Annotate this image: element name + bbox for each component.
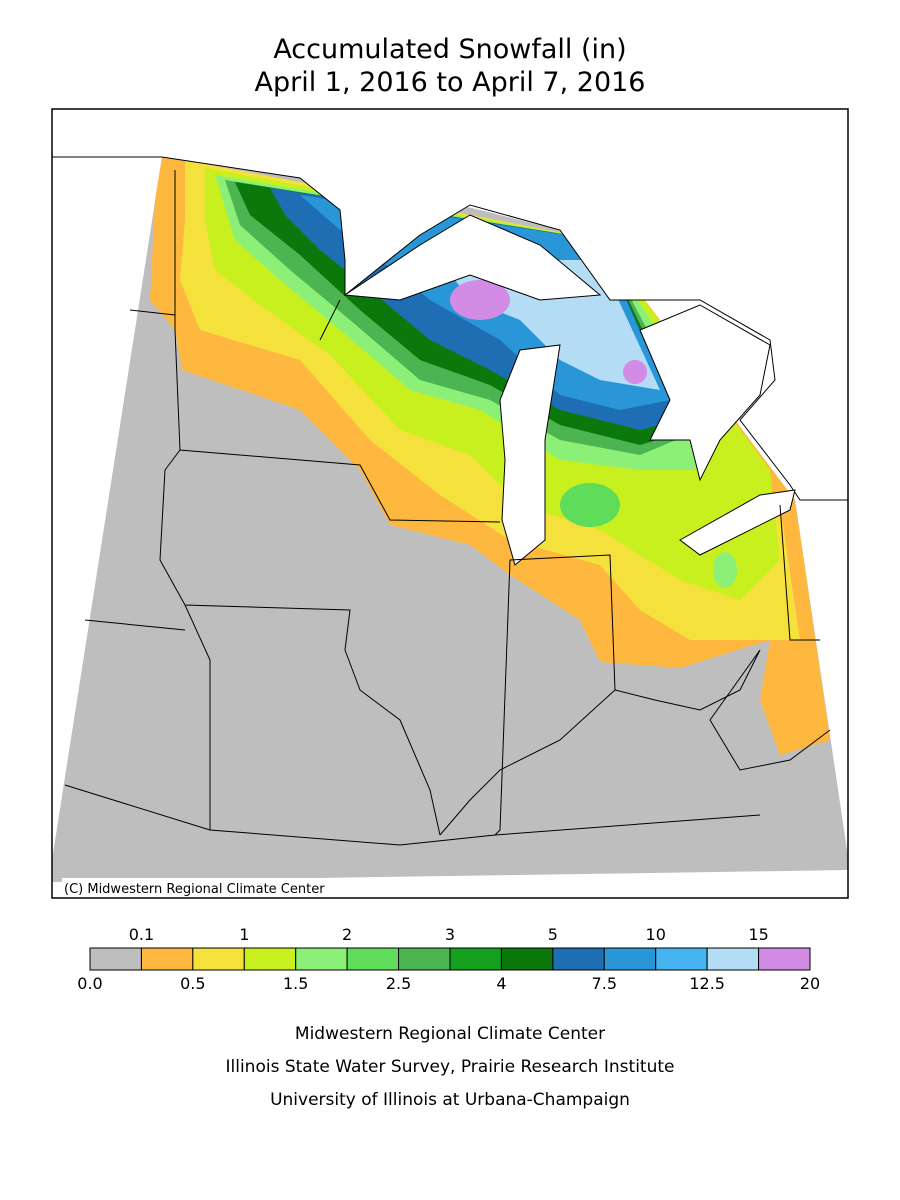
copyright: (C) Midwestern Regional Climate Center bbox=[64, 882, 325, 897]
legend-swatch bbox=[295, 947, 348, 971]
legend-swatch bbox=[346, 947, 400, 971]
legend-label: 2 bbox=[342, 925, 352, 944]
lake-michigan bbox=[499, 344, 561, 566]
lake-huron bbox=[639, 304, 771, 482]
footer-line: University of Illinois at Urbana-Champai… bbox=[270, 1090, 630, 1110]
legend-label: 20 bbox=[800, 974, 820, 993]
footer: Midwestern Regional Climate Center Illino… bbox=[226, 1024, 675, 1110]
copyright-box bbox=[62, 878, 338, 898]
region-green-spot bbox=[713, 552, 737, 588]
title: Accumulated Snowfall (in) bbox=[273, 34, 626, 65]
legend-label: 3 bbox=[445, 925, 455, 944]
legend-label: 5 bbox=[548, 925, 558, 944]
legend-label: 2.5 bbox=[386, 974, 411, 993]
legend-swatch bbox=[552, 947, 605, 971]
legend-label: 0.5 bbox=[180, 974, 205, 993]
region-green-spot bbox=[560, 483, 620, 527]
legend: 0.0 0.1 0.5 1 1.5 2 2.5 3 4 5 7.5 10 12.5 15 20 bbox=[77, 925, 820, 993]
legend-swatch bbox=[500, 947, 554, 971]
legend-swatch bbox=[603, 947, 657, 971]
legend-swatch bbox=[655, 947, 708, 971]
legend-label: 15 bbox=[748, 925, 768, 944]
legend-swatch bbox=[449, 947, 502, 971]
legend-label: 10 bbox=[646, 925, 666, 944]
legend-label: 7.5 bbox=[592, 974, 617, 993]
lake-erie bbox=[679, 489, 796, 556]
region-violet bbox=[450, 280, 510, 320]
legend-label: 12.5 bbox=[689, 974, 725, 993]
legend-swatch bbox=[758, 947, 811, 971]
legend-swatch bbox=[243, 947, 297, 971]
legend-label: 0.0 bbox=[77, 974, 102, 993]
legend-swatch bbox=[398, 947, 451, 971]
state-borders bbox=[64, 170, 831, 846]
canada bbox=[52, 109, 848, 501]
legend-swatch bbox=[140, 947, 194, 971]
region-violet bbox=[623, 360, 647, 384]
legend-label: 1 bbox=[239, 925, 249, 944]
legend-label: 4 bbox=[496, 974, 506, 993]
map: (C) Midwestern Regional Climate Center bbox=[51, 108, 849, 899]
footer-line: Illinois State Water Survey, Prairie Res… bbox=[226, 1057, 675, 1077]
subtitle: April 1, 2016 to April 7, 2016 bbox=[255, 67, 646, 98]
lake-superior bbox=[343, 214, 602, 301]
legend-swatch bbox=[706, 947, 760, 971]
legend-swatch bbox=[192, 947, 245, 971]
footer-line: Midwestern Regional Climate Center bbox=[295, 1024, 605, 1044]
map-fill: (C) Midwestern Regional Climate Center bbox=[52, 109, 848, 898]
legend-label: 0.1 bbox=[129, 925, 154, 944]
legend-swatch bbox=[89, 947, 142, 971]
legend-label: 1.5 bbox=[283, 974, 308, 993]
map-frame bbox=[51, 108, 849, 899]
